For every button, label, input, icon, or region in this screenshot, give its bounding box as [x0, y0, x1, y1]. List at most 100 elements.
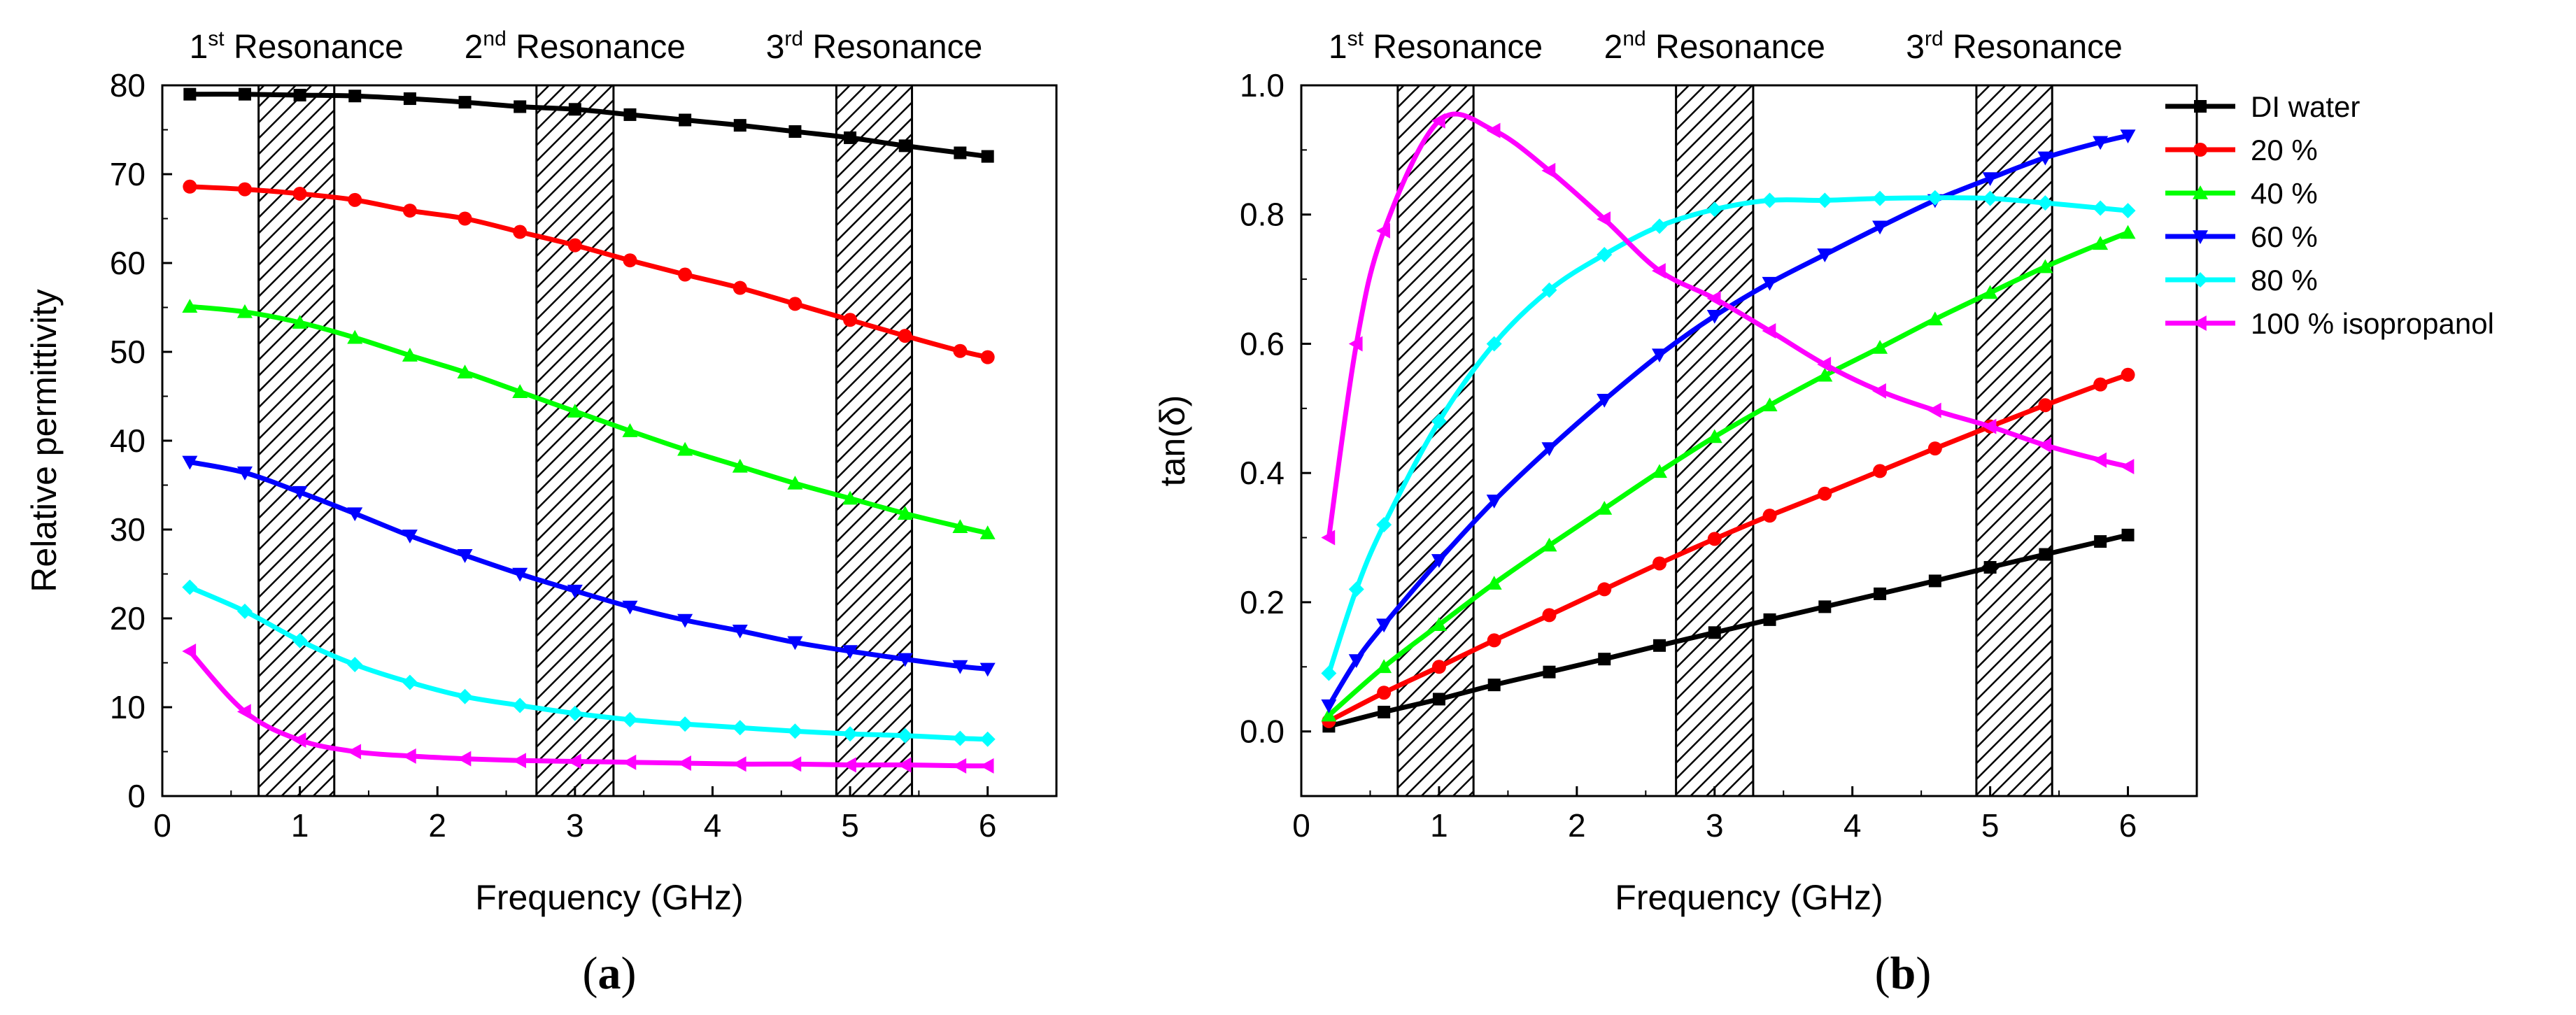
chart-a-data-point — [237, 182, 252, 197]
chart-a-data-point — [182, 299, 198, 313]
chart-b-data-point — [1598, 653, 1611, 666]
chart-a-data-point — [183, 179, 197, 194]
chart-a-xtick-label: 1 — [291, 807, 309, 844]
chart-b-data-point — [2039, 548, 2052, 561]
chart-a-data-point — [567, 404, 583, 418]
chart-a-data-point — [236, 704, 251, 720]
chart-b-data-point — [1486, 122, 1501, 139]
chart-a-series-line — [190, 184, 989, 360]
chart-a-data-point — [236, 304, 253, 318]
chart-a-data-point — [897, 653, 913, 667]
chart-a-data-point — [402, 530, 418, 544]
chart-a-data-point — [622, 423, 638, 437]
chart-b-data-point — [1541, 162, 1556, 178]
chart-b-legend: DI water 20 % 40 % 60 % 80 % 100 % isopropano… — [2165, 90, 2494, 340]
chart-a-data-point — [292, 315, 308, 329]
resonance-ordinal: st — [208, 27, 225, 50]
chart-b-panel-label-open: ( — [1875, 948, 1890, 999]
chart-b-data-point — [1927, 402, 1941, 418]
chart-a-data-point — [403, 92, 416, 106]
resonance-ordinal: rd — [1925, 27, 1944, 50]
chart-b-data-point — [2037, 259, 2053, 274]
chart-a-data-point — [348, 192, 362, 207]
chart-a-series-6 — [182, 643, 994, 774]
chart-b-data-point — [1348, 581, 1364, 597]
resonance-number: 2 — [465, 29, 483, 66]
chart-b-data-point — [2037, 437, 2052, 453]
resonance-ordinal: rd — [784, 27, 803, 50]
chart-b-data-point — [2121, 367, 2135, 382]
chart-a-data-point — [898, 139, 912, 152]
chart-a-data-point — [348, 90, 362, 103]
chart-a-data-point — [842, 490, 858, 505]
chart-b-data-point — [1542, 608, 1557, 623]
chart-b-data-point — [1927, 190, 1943, 206]
chart-b-data-point — [1927, 311, 1943, 326]
chart-a-data-point — [733, 281, 747, 295]
chart-a-data-point — [981, 150, 994, 163]
chart-a-resonance-label-1: 1st Resonance — [190, 27, 404, 66]
chart-b-data-point — [1872, 383, 1886, 399]
chart-a-data-point — [238, 87, 251, 101]
chart-a-data-point — [567, 705, 583, 721]
chart-a-data-point — [292, 732, 306, 748]
legend-marker — [2193, 230, 2208, 244]
chart-a-series-line — [189, 304, 989, 536]
chart-b-ytick-label: 0.0 — [1240, 714, 1285, 750]
resonance-word: Resonance — [1364, 29, 1543, 66]
chart-b-series-4 — [1321, 129, 2136, 714]
legend-marker — [2193, 185, 2208, 199]
chart-b-data-point — [1321, 665, 1337, 681]
chart-a-data-point — [457, 751, 472, 767]
chart-a-xtick-label: 0 — [153, 807, 171, 844]
chart-a-data-point — [623, 253, 637, 268]
chart-b-data-point — [1982, 172, 1998, 187]
chart-b-data-point — [1541, 282, 1557, 298]
chart-b-data-point — [1983, 561, 1997, 574]
chart-a-ytick-label: 0 — [127, 778, 146, 814]
chart-b-series-line — [1327, 372, 2129, 724]
chart-b-data-point — [1872, 190, 1888, 206]
resonance-word: Resonance — [507, 29, 686, 66]
chart-b-data-point — [1348, 336, 1363, 352]
chart-b-series — [1321, 111, 2136, 733]
chart-b-data-point — [2093, 452, 2107, 468]
chart-b-ytick-label: 0.8 — [1240, 197, 1285, 233]
resonance-word: Resonance — [1646, 29, 1825, 66]
chart-a-data-point — [182, 643, 197, 659]
chart-b-legend-item-1: DI water — [2165, 90, 2360, 123]
chart-b-data-point — [1762, 322, 1776, 339]
chart-a-ylabel: Relative permittivity — [24, 289, 64, 592]
chart-a-panel-label-close: ) — [621, 948, 637, 999]
chart-b-data-point — [1706, 309, 1722, 324]
chart-a-data-point — [733, 119, 746, 132]
chart-a-data-point — [787, 723, 803, 739]
resonance-number: 1 — [1329, 29, 1347, 66]
resonance-word: Resonance — [225, 29, 404, 66]
chart-a-data-point — [678, 267, 693, 282]
chart-b-ytick-label: 1.0 — [1240, 67, 1285, 104]
chart-b-data-point — [2120, 458, 2135, 474]
chart-a-data-point — [732, 756, 746, 772]
chart-a-panel-label: (a) — [583, 948, 637, 999]
resonance-number: 3 — [766, 29, 785, 66]
chart-b-data-point — [1376, 517, 1392, 533]
chart-a-data-point — [568, 103, 581, 116]
chart-b-data-point — [1487, 679, 1501, 692]
chart-a-series-line — [188, 585, 988, 742]
chart-a-data-point — [679, 113, 692, 127]
chart-b-data-point — [1817, 192, 1833, 208]
chart-a-data-point — [512, 753, 526, 769]
chart-a-resonance-labels: 1st Resonance 2nd Resonance 3rd Resonance — [190, 27, 983, 66]
chart-b-data-point — [2120, 129, 2136, 144]
legend-label: 40 % — [2251, 177, 2318, 210]
chart-a-series-4 — [182, 455, 996, 677]
chart-b-data-point — [1762, 276, 1778, 291]
chart-b-data-point — [1763, 613, 1776, 626]
chart-a-data-point — [732, 458, 748, 473]
chart-a-data-point — [182, 579, 198, 595]
chart-b-resonance-label-1: 1st Resonance — [1329, 27, 1543, 66]
chart-a-data-point — [787, 756, 802, 772]
